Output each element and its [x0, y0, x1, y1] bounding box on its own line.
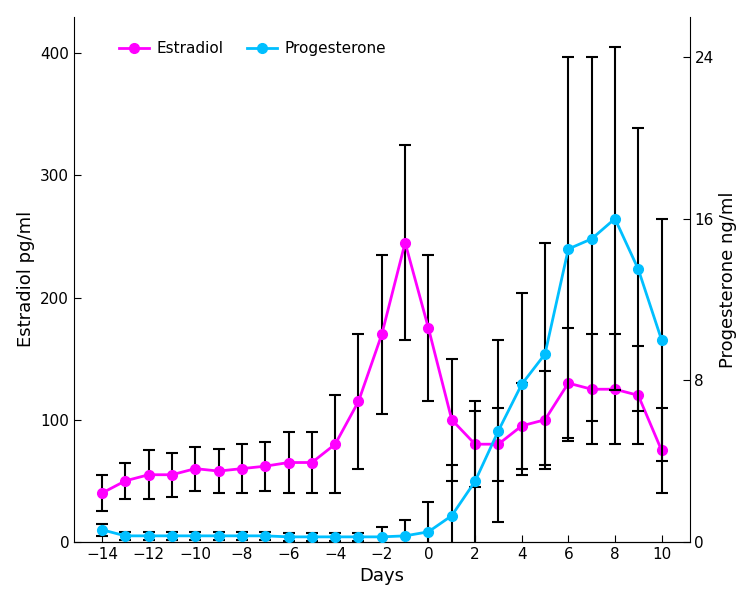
Y-axis label: Estradiol pg/ml: Estradiol pg/ml — [17, 211, 35, 347]
X-axis label: Days: Days — [360, 567, 404, 585]
Y-axis label: Progesterone ng/ml: Progesterone ng/ml — [719, 191, 737, 368]
Legend: Estradiol, Progesterone: Estradiol, Progesterone — [112, 35, 393, 62]
